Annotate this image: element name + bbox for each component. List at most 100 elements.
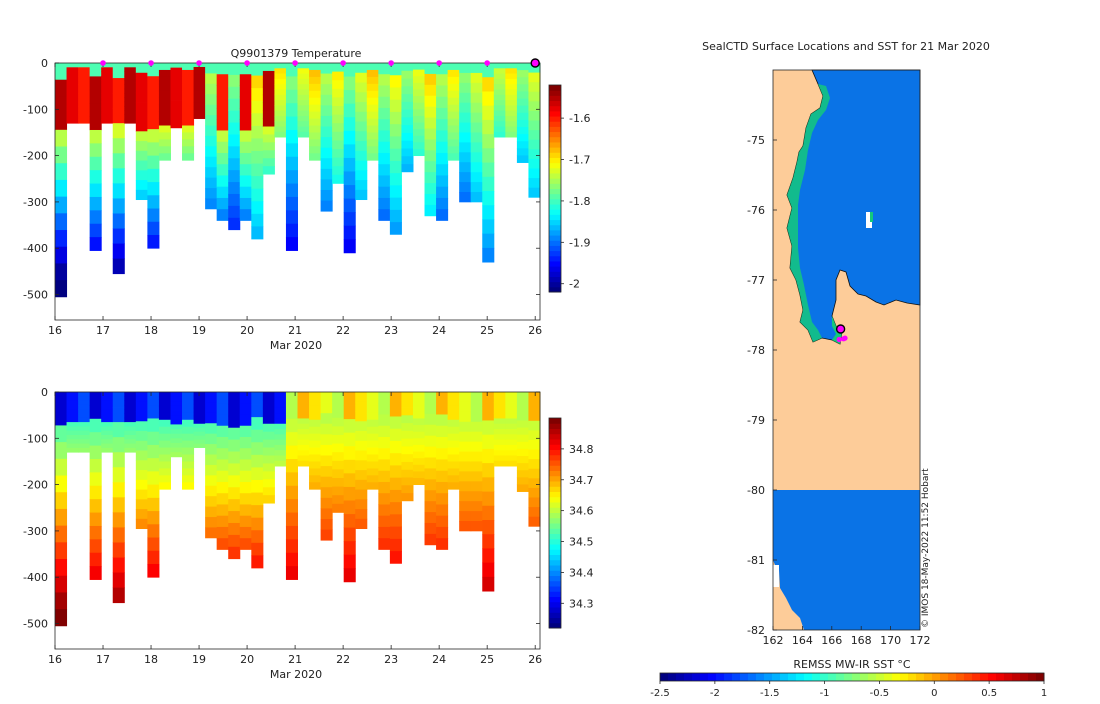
temperature-cell <box>343 103 356 118</box>
temperature-cell <box>401 94 414 103</box>
salinity-cell <box>251 555 264 569</box>
temperature-colorbar-swatch <box>549 152 561 158</box>
salinity-cell <box>332 452 345 462</box>
temperature-cell <box>135 180 148 191</box>
temperature-cell <box>193 66 206 72</box>
salinity-cell <box>389 526 402 540</box>
temperature-cell <box>436 164 449 176</box>
temperature-cell <box>101 71 114 77</box>
salinity-cell <box>170 392 183 398</box>
temperature-cell <box>528 149 541 160</box>
salinity-cell <box>182 405 195 414</box>
salinity-colorbar-swatch <box>549 559 561 566</box>
temperature-cell <box>470 152 483 163</box>
salinity-cell <box>401 454 414 463</box>
temperature-cell <box>459 142 472 153</box>
temperature-cell <box>262 86 275 96</box>
sst-colorbar-swatch <box>820 673 829 681</box>
temperature-cell <box>55 263 68 281</box>
salinity-cell <box>528 516 541 527</box>
temperature-cell <box>78 101 91 107</box>
salinity-colorbar-swatch <box>549 565 561 571</box>
salinity-cell <box>528 392 541 402</box>
temperature-cell <box>193 90 206 96</box>
temperature-cell <box>182 146 195 154</box>
salinity-cell <box>470 401 483 413</box>
salinity-cell <box>528 507 541 518</box>
salinity-cell <box>205 402 218 414</box>
salinity-cell <box>343 419 356 434</box>
salinity-cell <box>55 408 68 426</box>
salinity-cell <box>101 426 114 432</box>
temperature-cell <box>309 63 322 71</box>
salinity-cell <box>193 443 206 448</box>
salinity-cell <box>412 418 426 426</box>
temperature-cell <box>309 153 322 161</box>
salinity-cell <box>205 517 218 528</box>
temperature-cell <box>459 82 472 94</box>
temperature-cell <box>366 90 379 99</box>
salinity-cell <box>216 493 229 505</box>
salinity-cell <box>193 403 206 409</box>
salinity-cell <box>505 402 518 409</box>
x-tick-label: 25 <box>480 324 494 337</box>
salinity-cell <box>412 444 426 452</box>
salinity-cell <box>147 497 160 512</box>
temperature-cell <box>389 63 402 76</box>
temperature-cell <box>182 132 195 140</box>
salinity-cell <box>528 468 541 479</box>
salinity-cell <box>239 493 252 505</box>
x-tick-label: 23 <box>384 653 398 666</box>
sst-colorbar-swatch <box>1020 673 1029 681</box>
salinity-cell <box>182 468 195 476</box>
salinity-cell <box>239 481 252 494</box>
salinity-colorbar-swatch <box>549 465 561 471</box>
salinity-cell <box>505 444 518 451</box>
temperature-cell <box>193 102 206 108</box>
temperature-cell <box>470 132 483 143</box>
salinity-cell <box>182 398 195 407</box>
salinity-colorbar-swatch <box>549 460 561 466</box>
temperature-cell <box>205 115 218 126</box>
salinity-cell <box>205 392 218 403</box>
temperature-cell <box>401 78 414 87</box>
salinity-cell <box>309 405 322 414</box>
salinity-cell <box>262 423 275 433</box>
salinity-cell <box>436 493 449 505</box>
temperature-cell <box>78 118 91 124</box>
salinity-cell <box>436 481 449 494</box>
sst-colorbar-swatch <box>740 673 749 681</box>
temperature-cell <box>228 122 241 135</box>
temperature-cell <box>251 226 264 240</box>
sst-colorbar-swatch <box>1028 673 1037 681</box>
temperature-cell <box>412 89 426 97</box>
temperature-cell <box>412 122 426 130</box>
temperature-cell <box>124 80 137 85</box>
map-title: SealCTD Surface Locations and SST for 21… <box>702 40 990 53</box>
salinity-cell <box>332 460 345 470</box>
temperature-cell <box>366 83 379 92</box>
map-y-ticks: -75 -76 -77 -78 -79 -80 -81 -82 <box>747 134 777 637</box>
temperature-cell <box>170 90 183 96</box>
salinity-cell <box>459 471 472 482</box>
temperature-cell <box>470 182 483 193</box>
salinity-cell <box>401 493 414 502</box>
salinity-cell <box>251 442 264 456</box>
temperature-cell <box>285 237 298 251</box>
temperature-cell <box>262 150 275 159</box>
salinity-cell <box>493 429 506 435</box>
temperature-cell <box>147 89 160 104</box>
salinity-cell <box>378 493 391 505</box>
salinity-cell <box>124 409 137 414</box>
temperature-cell <box>343 212 356 227</box>
salinity-colorbar-swatch <box>549 418 561 424</box>
salinity-cell <box>482 420 495 436</box>
salinity-cell <box>355 450 368 461</box>
salinity-cell <box>205 412 218 424</box>
salinity-colorbar-swatch <box>549 481 561 487</box>
y-tick-label: -500 <box>23 289 48 302</box>
temperature-cell <box>378 119 391 131</box>
salinity-cell <box>493 392 506 398</box>
temperature-cell <box>297 110 310 117</box>
temperature-cell <box>89 143 102 158</box>
